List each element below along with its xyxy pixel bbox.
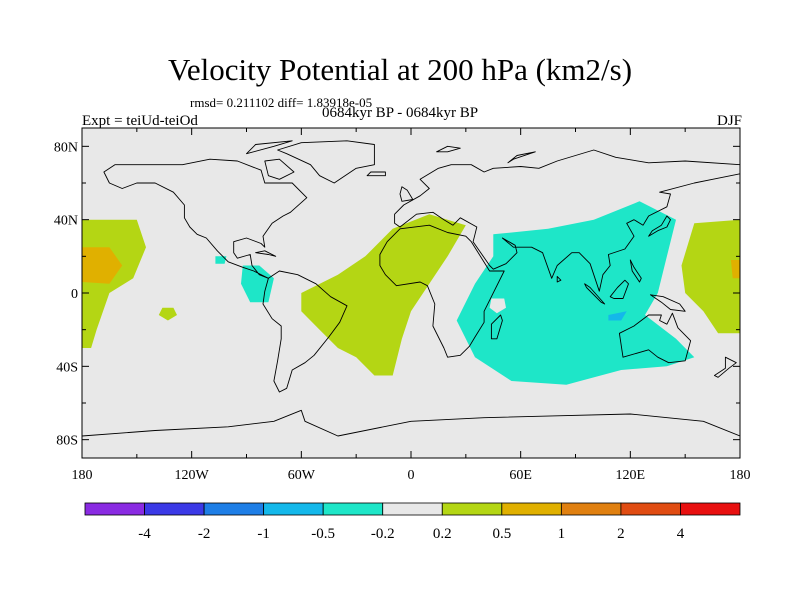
coastline-south-america <box>262 270 348 393</box>
colorbar-label: 4 <box>677 526 685 542</box>
lon-tick-label: 120E <box>616 468 646 483</box>
colorbar-label: 0.5 <box>492 526 511 542</box>
coastline-sri-lanka <box>556 276 562 283</box>
coastline-new-guinea <box>649 294 686 312</box>
colorbar-swatch <box>203 502 265 516</box>
region-gulf-negative <box>215 256 227 264</box>
colorbar-swatch <box>322 502 384 516</box>
colorbar-swatch <box>501 502 562 516</box>
stats-subtitle: rmsd= 0.211102 diff= 1.83918e-05 <box>190 95 373 110</box>
region-central-america-negative <box>241 265 274 303</box>
colorbar-label: -1 <box>257 526 270 542</box>
colorbar-label: 1 <box>558 526 566 542</box>
period-label: 0684kyr BP - 0684kyr BP <box>321 105 479 121</box>
colorbar-swatch <box>263 502 324 516</box>
coastline-baffin-island <box>264 158 295 180</box>
colorbar-swatch <box>84 502 145 516</box>
lat-tick-label: 40N <box>54 214 78 229</box>
coastline-iceland <box>366 171 386 177</box>
coastline-eurasia <box>394 149 740 292</box>
coastline-philippines <box>629 259 642 283</box>
colorbar-label: -4 <box>138 526 151 542</box>
colorbar-label: 0.2 <box>433 526 452 542</box>
coastline-svalbard <box>436 145 461 153</box>
season-label: DJF <box>716 113 742 129</box>
coastline-greenland <box>277 140 375 184</box>
coastline-japan <box>648 215 671 237</box>
coastline-sumatra <box>584 283 606 305</box>
colorbar-swatch <box>144 502 205 516</box>
region-indian-ocean-hole <box>489 298 506 314</box>
lon-tick-label: 60E <box>509 468 532 483</box>
region-west-pacific-core <box>730 260 740 279</box>
colorbar-swatch <box>680 502 741 516</box>
lat-tick-label: 80N <box>54 140 78 155</box>
coastline-madagascar <box>490 314 503 340</box>
lat-tick-label: 0 <box>71 287 78 302</box>
coastline-ellesmere-island <box>246 140 293 155</box>
colorbar-label: -0.5 <box>311 526 335 542</box>
coastline-british-isles <box>399 186 414 202</box>
region-central-pacific-core <box>82 247 123 284</box>
coastline-australia <box>618 312 692 364</box>
colorbar-label: 2 <box>617 526 625 542</box>
colorbar-swatch <box>382 502 443 516</box>
lon-tick-label: 120W <box>175 468 210 483</box>
coastline-new-zealand <box>713 356 737 378</box>
coastlines <box>82 140 740 437</box>
colorbar-swatch <box>620 502 681 516</box>
colorbar-swatch <box>560 502 622 516</box>
coastline-borneo <box>609 279 629 299</box>
coastline-antarctica <box>82 409 740 437</box>
map-axes: 80N 40N 0 40S 80S 180 120W 60W 0 60E 120E 180 <box>54 128 751 483</box>
colorbar: -4 -2 -1 -0.5 -0.2 0.2 0.5 1 2 4 <box>84 502 741 542</box>
colorbar-swatch <box>441 502 503 516</box>
colorbar-label: -0.2 <box>371 526 395 542</box>
experiment-label: Expt = teiUd-teiOd <box>82 113 198 129</box>
lon-tick-label: 180 <box>72 468 93 483</box>
coastline-cuba <box>255 250 277 257</box>
region-australia-negative-core <box>608 311 627 321</box>
lon-tick-label: 60W <box>288 468 316 483</box>
lon-tick-label: 0 <box>408 468 415 483</box>
chart-title: Velocity Potential at 200 hPa (km2/s) <box>167 52 633 87</box>
lon-tick-label: 180 <box>730 468 751 483</box>
lat-tick-label: 40S <box>56 360 78 375</box>
lat-tick-label: 80S <box>56 434 78 449</box>
region-south-pacific-spot <box>158 307 177 321</box>
region-west-pacific-positive <box>681 219 740 334</box>
coastline-africa <box>379 224 505 358</box>
coastline-novaya-zemlya <box>507 151 536 164</box>
region-atlantic-positive <box>301 214 466 376</box>
colorbar-label: -2 <box>198 526 211 542</box>
coastline-north-america <box>103 158 308 279</box>
